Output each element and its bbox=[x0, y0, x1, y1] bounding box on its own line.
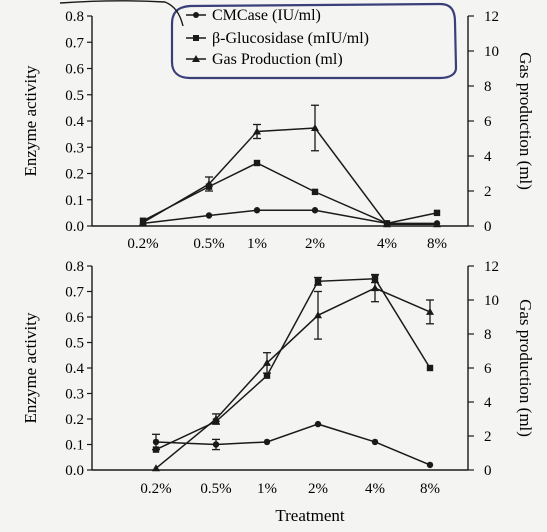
data-point-triangle bbox=[139, 218, 147, 226]
x-tick-label: 0.2% bbox=[140, 481, 171, 497]
left-tick-label: 0.4 bbox=[65, 361, 84, 377]
right-tick-label: 0 bbox=[484, 463, 492, 479]
right-tick-label: 12 bbox=[484, 9, 499, 25]
right-tick-label: 4 bbox=[484, 149, 492, 165]
left-tick-label: 0.7 bbox=[65, 35, 84, 51]
bottom-panel: 0.0 0.1 0.2 0.3 0.4 0.5 0.6 0.7 0.8 0 2 4 6 8 10 12 0.2%… bbox=[21, 259, 535, 525]
right-tick-label: 12 bbox=[484, 259, 499, 275]
data-point-triangle bbox=[212, 415, 220, 422]
data-point-triangle bbox=[426, 307, 434, 315]
data-point-circle bbox=[371, 438, 379, 446]
x-tick-label: 8% bbox=[427, 236, 447, 252]
right-axis-title: Gas production (ml) bbox=[516, 299, 535, 437]
data-point-triangle bbox=[205, 180, 213, 187]
left-axis-title: Enzyme activity bbox=[21, 65, 40, 176]
data-point-circle bbox=[205, 212, 213, 219]
series-line bbox=[142, 209, 437, 225]
left-tick-label: 0.7 bbox=[65, 285, 84, 301]
x-tick-label: 2% bbox=[305, 236, 325, 252]
data-point-triangle bbox=[433, 220, 441, 228]
left-tick-label: 0.3 bbox=[65, 140, 84, 156]
data-point-circle bbox=[263, 438, 271, 446]
legend-box bbox=[170, 2, 458, 80]
data-point-triangle bbox=[371, 284, 379, 292]
data-point-triangle bbox=[152, 464, 160, 472]
x-tick-label: 1% bbox=[257, 481, 277, 497]
left-tick-label: 0.2 bbox=[65, 167, 84, 183]
right-tick-label: 6 bbox=[484, 361, 492, 377]
left-tick-label: 0.4 bbox=[65, 114, 84, 130]
legend-label: CMCase (IU/ml) bbox=[212, 7, 321, 24]
x-axis-title: Treatment bbox=[275, 506, 345, 525]
left-tick-label: 0.6 bbox=[65, 62, 84, 78]
series-line bbox=[142, 162, 438, 225]
legend-label: β-Glucosidase (mIU/ml) bbox=[212, 30, 369, 47]
top-panel: 0.0 0.1 0.2 0.3 0.4 0.5 0.6 0.7 0.8 0 2 4 6 8 10 12 0.2%… bbox=[21, 9, 535, 252]
x-tick-label: 4% bbox=[377, 236, 397, 252]
left-tick-label: 0.2 bbox=[65, 412, 84, 428]
data-point-triangle bbox=[263, 358, 271, 366]
data-point-circle bbox=[212, 441, 220, 448]
right-tick-label: 10 bbox=[484, 293, 499, 309]
legend-marker-circle bbox=[193, 12, 199, 18]
data-point-square bbox=[426, 364, 434, 372]
right-tick-label: 4 bbox=[484, 395, 492, 411]
legend-marker-triangle bbox=[192, 55, 200, 62]
legend: CMCase (IU/ml) β-Glucosidase (mIU/ml) Gas … bbox=[59, 0, 458, 80]
data-point-square bbox=[314, 278, 322, 285]
series-line bbox=[142, 127, 437, 225]
series-line bbox=[155, 287, 431, 469]
left-tick-label: 0.1 bbox=[65, 193, 84, 209]
data-point-triangle bbox=[383, 220, 391, 228]
right-axis-title: Gas production (ml) bbox=[516, 52, 535, 190]
x-tick-label: 2% bbox=[308, 481, 328, 497]
left-axis-title: Enzyme activity bbox=[21, 312, 40, 423]
data-point-circle bbox=[152, 438, 160, 446]
legend-label: Gas Production (ml) bbox=[212, 51, 343, 68]
right-tick-label: 2 bbox=[484, 429, 492, 445]
left-tick-label: 0.0 bbox=[65, 463, 84, 479]
data-point-square bbox=[263, 372, 271, 379]
legend-scribble bbox=[59, 0, 184, 27]
left-tick-label: 0.5 bbox=[65, 88, 84, 104]
left-tick-label: 0.8 bbox=[65, 9, 84, 25]
x-tick-label: 8% bbox=[420, 481, 440, 497]
x-tick-label: 0.5% bbox=[193, 236, 224, 252]
data-point-circle bbox=[253, 207, 261, 214]
x-tick-label: 0.2% bbox=[127, 236, 158, 252]
left-tick-label: 0.0 bbox=[65, 219, 84, 235]
right-tick-label: 2 bbox=[484, 184, 492, 200]
left-tick-label: 0.3 bbox=[65, 387, 84, 403]
data-point-circle bbox=[311, 207, 319, 214]
data-point-square bbox=[253, 159, 261, 167]
x-tick-label: 1% bbox=[247, 236, 267, 252]
right-tick-label: 8 bbox=[484, 79, 492, 95]
data-point-triangle bbox=[253, 127, 261, 135]
series-line bbox=[155, 423, 431, 466]
x-tick-label: 0.5% bbox=[200, 481, 231, 497]
data-point-circle bbox=[314, 420, 322, 428]
series-line bbox=[155, 277, 431, 451]
right-tick-label: 8 bbox=[484, 327, 492, 343]
data-point-square bbox=[311, 188, 319, 196]
data-point-square bbox=[152, 446, 160, 453]
data-point-triangle bbox=[314, 311, 322, 319]
x-tick-label: 4% bbox=[365, 481, 385, 497]
data-point-square bbox=[433, 209, 441, 217]
legend-marker-square bbox=[193, 35, 199, 41]
left-tick-label: 0.1 bbox=[65, 438, 84, 454]
left-tick-label: 0.6 bbox=[65, 310, 84, 326]
data-point-triangle bbox=[311, 124, 319, 131]
left-tick-label: 0.5 bbox=[65, 336, 84, 352]
right-tick-label: 10 bbox=[484, 44, 499, 60]
data-point-circle bbox=[426, 461, 434, 469]
right-tick-label: 6 bbox=[484, 114, 492, 130]
left-tick-label: 0.8 bbox=[65, 259, 84, 275]
right-tick-label: 0 bbox=[484, 219, 492, 235]
